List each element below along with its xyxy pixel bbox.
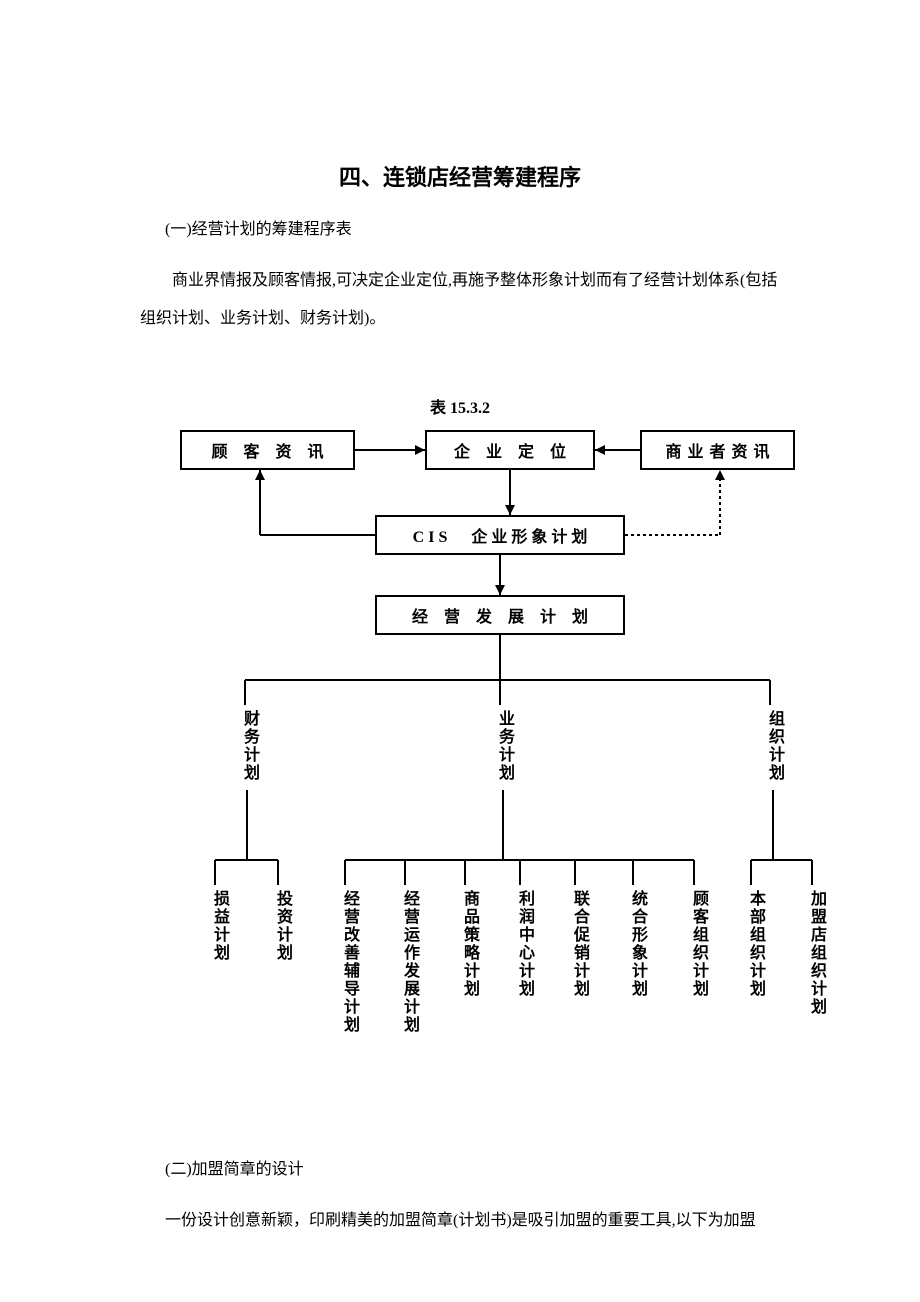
flowchart-node: 经 营 发 展 计 划	[375, 595, 625, 635]
paragraph-1: 商业界情报及顾客情报,可决定企业定位,再施予整体形象计划而有了经营计划体系(包括…	[140, 262, 780, 339]
flowchart-node: 企 业 定 位	[425, 430, 595, 470]
flowchart-node: CIS 企业形象计划	[375, 515, 625, 555]
leaf-branch-label: 投资计划	[270, 890, 294, 962]
flowchart: 顾 客 资 讯 企 业 定 位 商业者资讯 CIS 企业形象计划经 营 发 展 计 划…	[0, 420, 920, 1120]
flowchart-node: 顾 客 资 讯	[180, 430, 355, 470]
leaf-branch-label: 利润中心计划	[512, 890, 536, 998]
leaf-branch-label: 本部组织计划	[743, 890, 767, 998]
section-1-heading: (一)经营计划的筹建程序表	[165, 215, 352, 239]
leaf-branch-label: 经营运作发展计划	[397, 890, 421, 1034]
section-2-heading: (二)加盟简章的设计	[165, 1155, 304, 1179]
leaf-branch-label: 经营改善辅导计划	[337, 890, 361, 1034]
leaf-branch-label: 损益计划	[207, 890, 231, 962]
table-caption: 表 15.3.2	[0, 394, 920, 418]
leaf-branch-label: 商品策略计划	[457, 890, 481, 998]
leaf-branch-label: 统合形象计划	[625, 890, 649, 998]
leaf-branch-label: 加盟店组织计划	[804, 890, 828, 1016]
paragraph-2: 一份设计创意新颖，印刷精美的加盟简章(计划书)是吸引加盟的重要工具,以下为加盟	[165, 1202, 785, 1240]
mid-branch-label: 财务计划	[237, 710, 261, 782]
flowchart-node: 商业者资讯	[640, 430, 795, 470]
leaf-branch-label: 顾客组织计划	[686, 890, 710, 998]
mid-branch-label: 业务计划	[492, 710, 516, 782]
mid-branch-label: 组织计划	[762, 710, 786, 782]
leaf-branch-label: 联合促销计划	[567, 890, 591, 998]
page-title: 四、连锁店经营筹建程序	[0, 160, 920, 192]
